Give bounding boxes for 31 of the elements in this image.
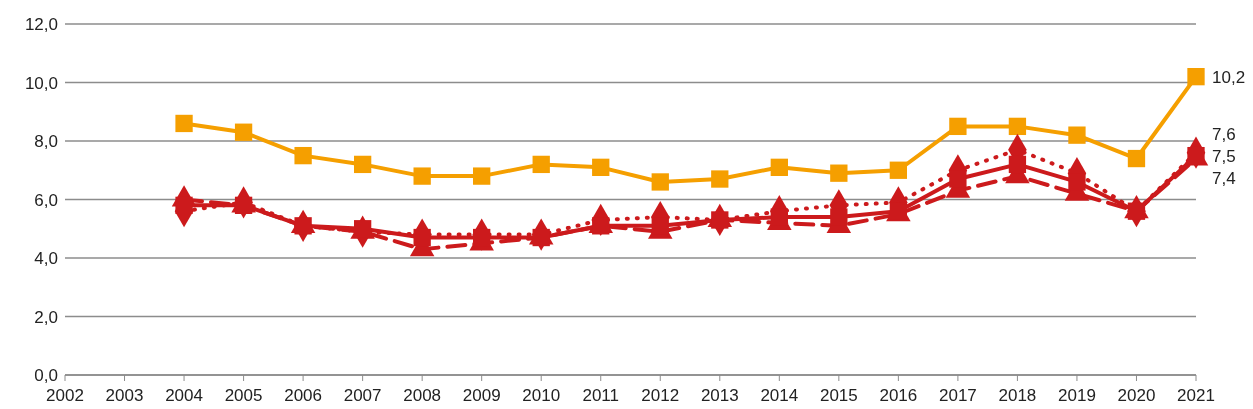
x-tick-label: 2006 <box>284 386 323 405</box>
x-tick-label: 2009 <box>462 386 501 405</box>
y-tick-label: 4,0 <box>34 249 58 268</box>
x-tick-label: 2013 <box>700 386 739 405</box>
x-tick-label: 2014 <box>760 386 799 405</box>
x-tick-label: 2019 <box>1058 386 1096 405</box>
x-tick-label: 2016 <box>879 386 918 405</box>
x-tick-label: 2011 <box>582 386 620 405</box>
x-tick-label: 2017 <box>938 386 977 405</box>
x-tick-label: 2015 <box>819 386 858 405</box>
x-tick-label: 2010 <box>522 386 561 405</box>
data-label: 7,6 <box>1212 124 1236 144</box>
x-tick-label: 2003 <box>105 386 144 405</box>
x-tick-label: 2012 <box>641 386 680 405</box>
y-tick-label: 6,0 <box>34 190 58 210</box>
x-tick-label: 2008 <box>403 386 442 405</box>
x-tick-label: 2004 <box>165 386 203 405</box>
x-tick-label: 2002 <box>46 386 84 405</box>
y-tick-label: 2,0 <box>34 307 58 327</box>
x-tick-label: 2021 <box>1177 386 1215 405</box>
y-tick-label: 0,0 <box>34 366 58 385</box>
x-tick-label: 2007 <box>343 386 382 405</box>
y-tick-label: 10,0 <box>24 73 58 93</box>
x-tick-label: 2018 <box>998 386 1037 405</box>
data-label: 10,2 <box>1212 67 1246 87</box>
y-tick-label: 8,0 <box>34 132 58 151</box>
y-tick-label: 12,0 <box>24 15 58 34</box>
data-label: 7,4 <box>1212 168 1236 188</box>
x-tick-label: 2020 <box>1117 386 1156 405</box>
data-label: 7,5 <box>1212 146 1236 166</box>
x-tick-label: 2005 <box>224 386 263 405</box>
